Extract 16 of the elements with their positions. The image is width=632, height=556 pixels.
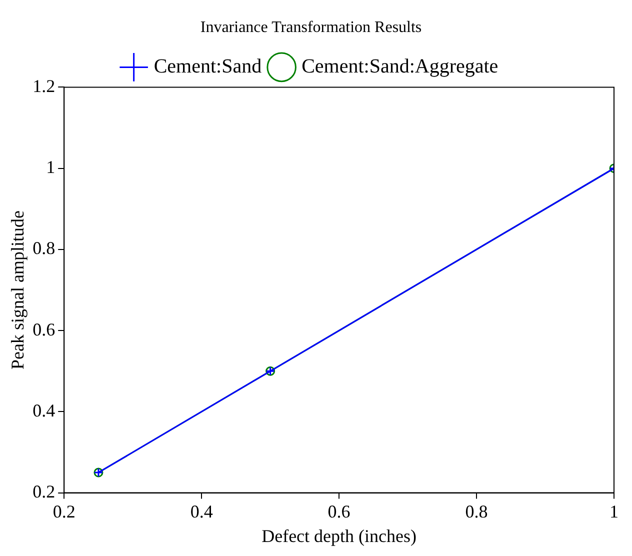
x-tick-label: 0.6 xyxy=(328,501,350,522)
x-tick-label: 1 xyxy=(610,501,618,522)
y-axis-title: Peak signal amplitude xyxy=(8,210,28,370)
y-tick-label: 0.6 xyxy=(32,319,56,340)
x-tick-label: 0.2 xyxy=(52,501,76,522)
x-tick-label: 0.8 xyxy=(465,501,488,522)
legend-label: Cement:Sand xyxy=(154,55,262,78)
chart-title: Invariance Transformation Results xyxy=(200,18,422,36)
x-axis-title: Defect depth (inches) xyxy=(262,526,417,546)
y-tick-label: 0.8 xyxy=(32,238,56,258)
x-tick-label: 0.4 xyxy=(190,501,213,522)
y-tick-label: 1.2 xyxy=(32,76,56,96)
y-tick-label: 0.2 xyxy=(32,482,56,502)
y-tick-label: 1 xyxy=(46,157,56,178)
y-tick-label: 0.4 xyxy=(32,400,56,420)
legend-label: Cement:Sand:Aggregate xyxy=(302,55,498,78)
